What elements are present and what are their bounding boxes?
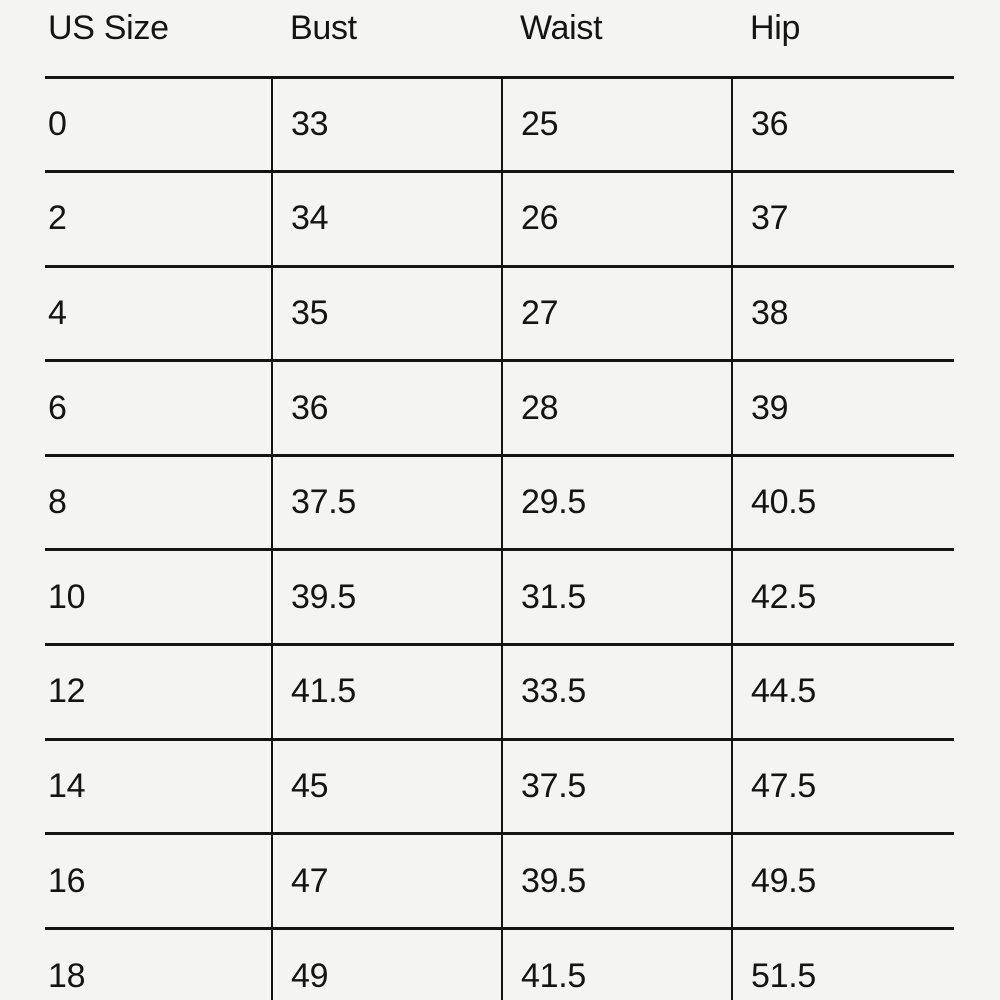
cell-bust: 35 bbox=[271, 264, 502, 361]
cell-waist: 41.5 bbox=[501, 926, 732, 1000]
cell-bust: 39.5 bbox=[271, 548, 502, 645]
cell-hip: 37 bbox=[731, 170, 954, 267]
header-row: US Size Bust Waist Hip bbox=[45, 0, 954, 77]
cell-us-size: 6 bbox=[45, 359, 272, 456]
cell-waist: 29.5 bbox=[501, 453, 732, 550]
table-row-size-16: 16 47 39.5 49.5 bbox=[45, 832, 954, 929]
cell-us-size: 2 bbox=[45, 170, 272, 267]
cell-bust: 33 bbox=[271, 75, 502, 172]
cell-bust: 36 bbox=[271, 359, 502, 456]
table-row-size-12: 12 41.5 33.5 44.5 bbox=[45, 643, 954, 740]
cell-waist: 37.5 bbox=[501, 737, 732, 834]
cell-bust: 45 bbox=[271, 737, 502, 834]
cell-bust: 37.5 bbox=[271, 453, 502, 550]
cell-hip: 44.5 bbox=[731, 643, 954, 740]
column-header-bust: Bust bbox=[290, 9, 357, 47]
cell-us-size: 16 bbox=[45, 832, 272, 929]
cell-waist: 31.5 bbox=[501, 548, 732, 645]
table-row-size-10: 10 39.5 31.5 42.5 bbox=[45, 548, 954, 645]
table-row-size-18: 18 49 41.5 51.5 bbox=[45, 926, 954, 1000]
table-row-size-8: 8 37.5 29.5 40.5 bbox=[45, 453, 954, 550]
cell-us-size: 8 bbox=[45, 453, 272, 550]
cell-us-size: 0 bbox=[45, 75, 272, 172]
cell-us-size: 18 bbox=[45, 926, 272, 1000]
cell-waist: 26 bbox=[501, 170, 732, 267]
cell-bust: 47 bbox=[271, 832, 502, 929]
cell-hip: 36 bbox=[731, 75, 954, 172]
cell-waist: 33.5 bbox=[501, 643, 732, 740]
cell-waist: 39.5 bbox=[501, 832, 732, 929]
column-header-hip: Hip bbox=[750, 9, 801, 47]
cell-hip: 40.5 bbox=[731, 453, 954, 550]
cell-bust: 41.5 bbox=[271, 643, 502, 740]
column-header-waist: Waist bbox=[520, 9, 603, 47]
cell-us-size: 4 bbox=[45, 264, 272, 361]
cell-waist: 27 bbox=[501, 264, 732, 361]
cell-hip: 39 bbox=[731, 359, 954, 456]
cell-hip: 51.5 bbox=[731, 926, 954, 1000]
table-row-size-2: 2 34 26 37 bbox=[45, 170, 954, 267]
cell-hip: 42.5 bbox=[731, 548, 954, 645]
table-row-size-4: 4 35 27 38 bbox=[45, 264, 954, 361]
cell-hip: 49.5 bbox=[731, 832, 954, 929]
table-row-size-6: 6 36 28 39 bbox=[45, 359, 954, 456]
table-row-size-0: 0 33 25 36 bbox=[45, 75, 954, 172]
cell-bust: 49 bbox=[271, 926, 502, 1000]
table-row-size-14: 14 45 37.5 47.5 bbox=[45, 737, 954, 834]
cell-waist: 25 bbox=[501, 75, 732, 172]
cell-us-size: 10 bbox=[45, 548, 272, 645]
size-chart-table: US Size Bust Waist Hip 0 33 25 36 2 34 2… bbox=[45, 0, 954, 1000]
cell-hip: 38 bbox=[731, 264, 954, 361]
cell-waist: 28 bbox=[501, 359, 732, 456]
cell-us-size: 14 bbox=[45, 737, 272, 834]
column-header-us-size: US Size bbox=[48, 9, 169, 47]
cell-bust: 34 bbox=[271, 170, 502, 267]
cell-hip: 47.5 bbox=[731, 737, 954, 834]
cell-us-size: 12 bbox=[45, 643, 272, 740]
